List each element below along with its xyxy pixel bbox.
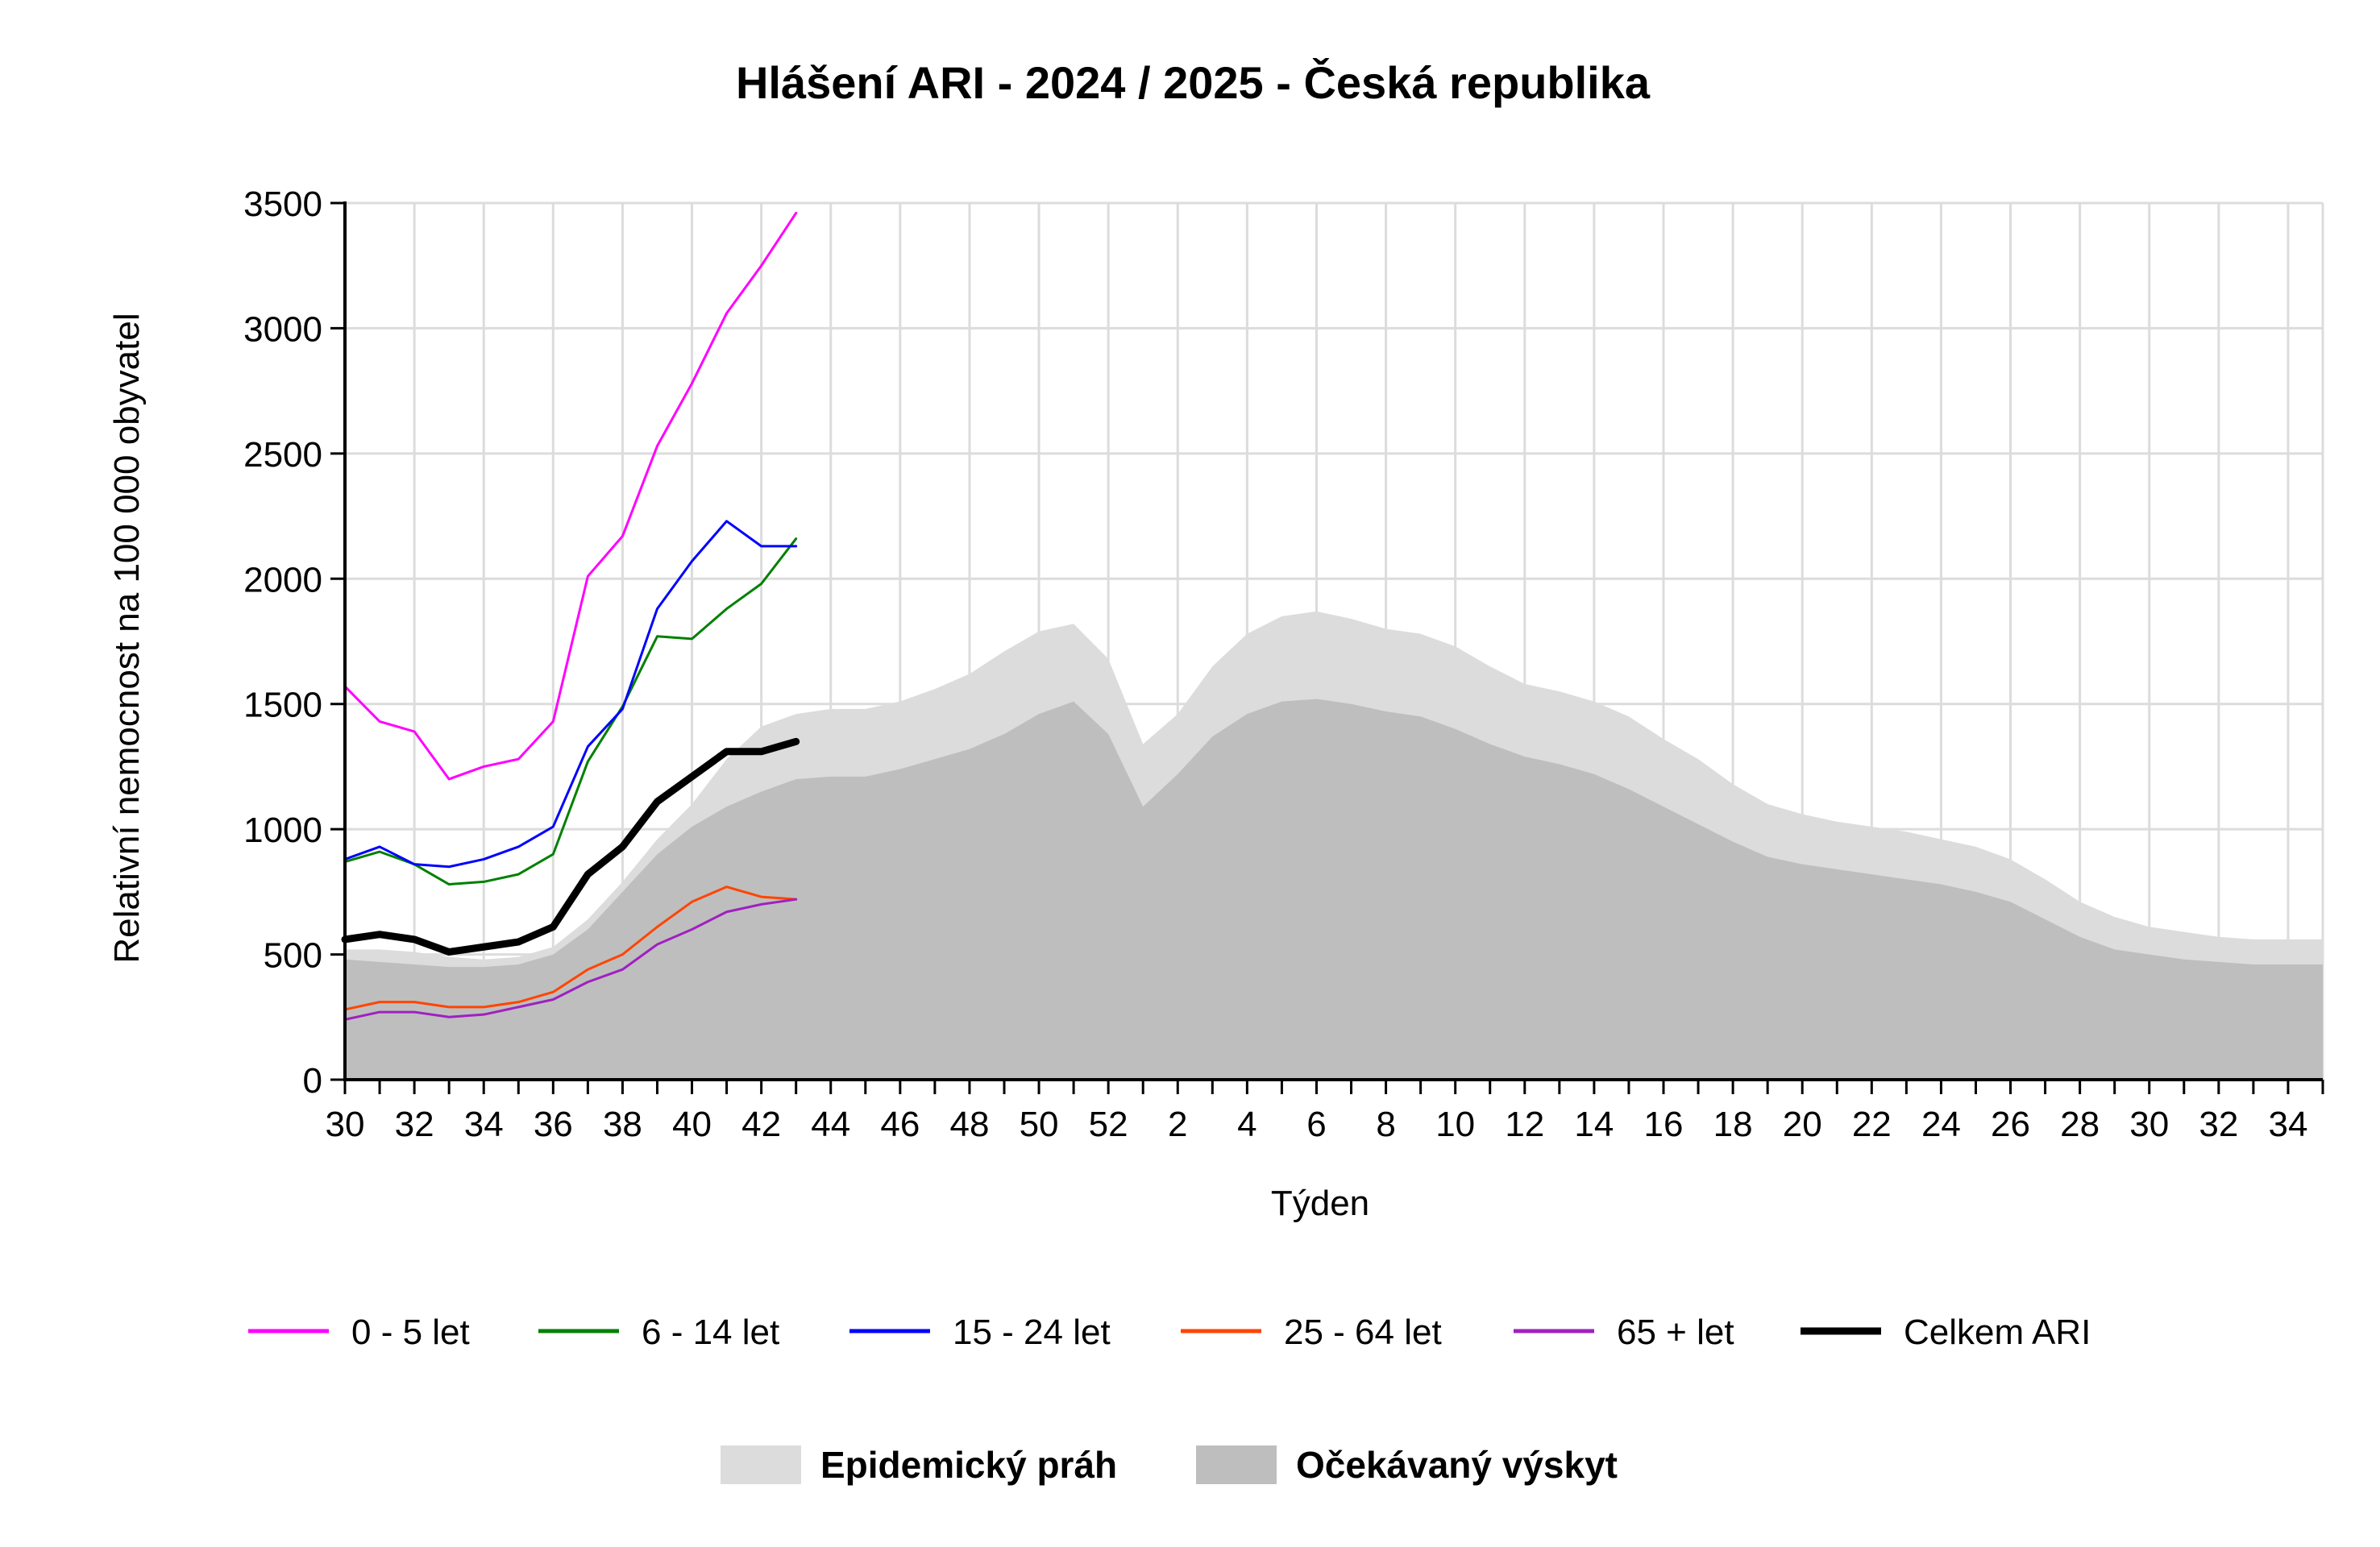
legend-label: Celkem ARI (1904, 1313, 2091, 1352)
y-tick-label: 3500 (243, 185, 322, 224)
x-tick-label: 36 (534, 1105, 573, 1144)
area-o-ek-van-v-skyt (345, 699, 2323, 1080)
x-tick-label: 4 (1237, 1105, 1256, 1144)
series-line (341, 737, 800, 956)
chart-title: Hlášení ARI - 2024 / 2025 - Česká republ… (736, 57, 1651, 108)
x-tick-label: 26 (1991, 1105, 2030, 1144)
y-axis-label: Relativní nemocnost na 100 000 obyvatel (107, 313, 147, 963)
series-line (343, 211, 798, 781)
legend-label: 15 - 24 let (953, 1313, 1111, 1352)
series-line (343, 520, 798, 869)
y-tick-label: 3000 (243, 309, 322, 349)
x-tick-label: 48 (949, 1105, 989, 1144)
x-tick-label: 44 (811, 1105, 850, 1144)
x-tick-label: 6 (1306, 1105, 1326, 1144)
legend-areas: Epidemický práh Očekávaný výskyt (721, 1444, 1618, 1486)
x-tick-label: 34 (2268, 1105, 2307, 1144)
x-tick-label: 30 (2129, 1105, 2169, 1144)
x-tick-label: 28 (2060, 1105, 2100, 1144)
x-tick-label: 16 (1644, 1105, 1684, 1144)
y-tick-label: 1500 (243, 686, 322, 725)
x-tick-label: 52 (1089, 1105, 1128, 1144)
y-tick-label: 2000 (243, 560, 322, 599)
tick-labels: 30 32 34 36 38 40 42 44 46 48 50 52 2 4 6 8 10 12 14 16 18 20… (243, 185, 2307, 1144)
legend-label: 25 - 64 let (1284, 1313, 1442, 1352)
legend-swatch (721, 1445, 801, 1484)
y-tick-label: 0 (303, 1061, 322, 1101)
series-line (343, 537, 798, 886)
x-tick-label: 40 (672, 1105, 712, 1144)
x-tick-label: 10 (1435, 1105, 1475, 1144)
x-tick-label: 24 (1921, 1105, 1961, 1144)
x-tick-label: 34 (464, 1105, 504, 1144)
x-tick-label: 32 (2199, 1105, 2238, 1144)
axes (330, 201, 2324, 1094)
x-tick-label: 22 (1852, 1105, 1892, 1144)
series-line (343, 885, 798, 1011)
legend-label: 0 - 5 let (351, 1313, 470, 1352)
x-tick-label: 46 (880, 1105, 920, 1144)
x-tick-label: 20 (1783, 1105, 1822, 1144)
y-tick-label: 1000 (243, 811, 322, 850)
legend-lines: 0 - 5 let 6 - 14 let 15 - 24 let 25 - 64 le… (248, 1313, 2091, 1352)
x-tick-label: 12 (1505, 1105, 1544, 1144)
x-tick-label: 18 (1713, 1105, 1753, 1144)
legend-label: Epidemický práh (820, 1444, 1117, 1486)
legend-label: 65 + let (1617, 1313, 1734, 1352)
y-tick-label: 500 (264, 936, 322, 976)
x-tick-label: 38 (603, 1105, 642, 1144)
line-series (341, 211, 800, 1021)
area-series (345, 611, 2323, 1080)
x-tick-label: 8 (1376, 1105, 1395, 1144)
legend-label: 6 - 14 let (642, 1313, 779, 1352)
x-tick-label: 14 (1574, 1105, 1614, 1144)
legend-swatch (1196, 1445, 1277, 1484)
series-line (343, 898, 798, 1021)
x-tick-label: 42 (741, 1105, 781, 1144)
x-tick-label: 30 (326, 1105, 365, 1144)
x-tick-label: 2 (1168, 1105, 1187, 1144)
x-tick-label: 32 (395, 1105, 434, 1144)
x-axis-label: Týden (1271, 1184, 1369, 1223)
y-tick-label: 2500 (243, 435, 322, 475)
x-tick-label: 50 (1020, 1105, 1059, 1144)
legend-label: Očekávaný výskyt (1296, 1444, 1618, 1486)
